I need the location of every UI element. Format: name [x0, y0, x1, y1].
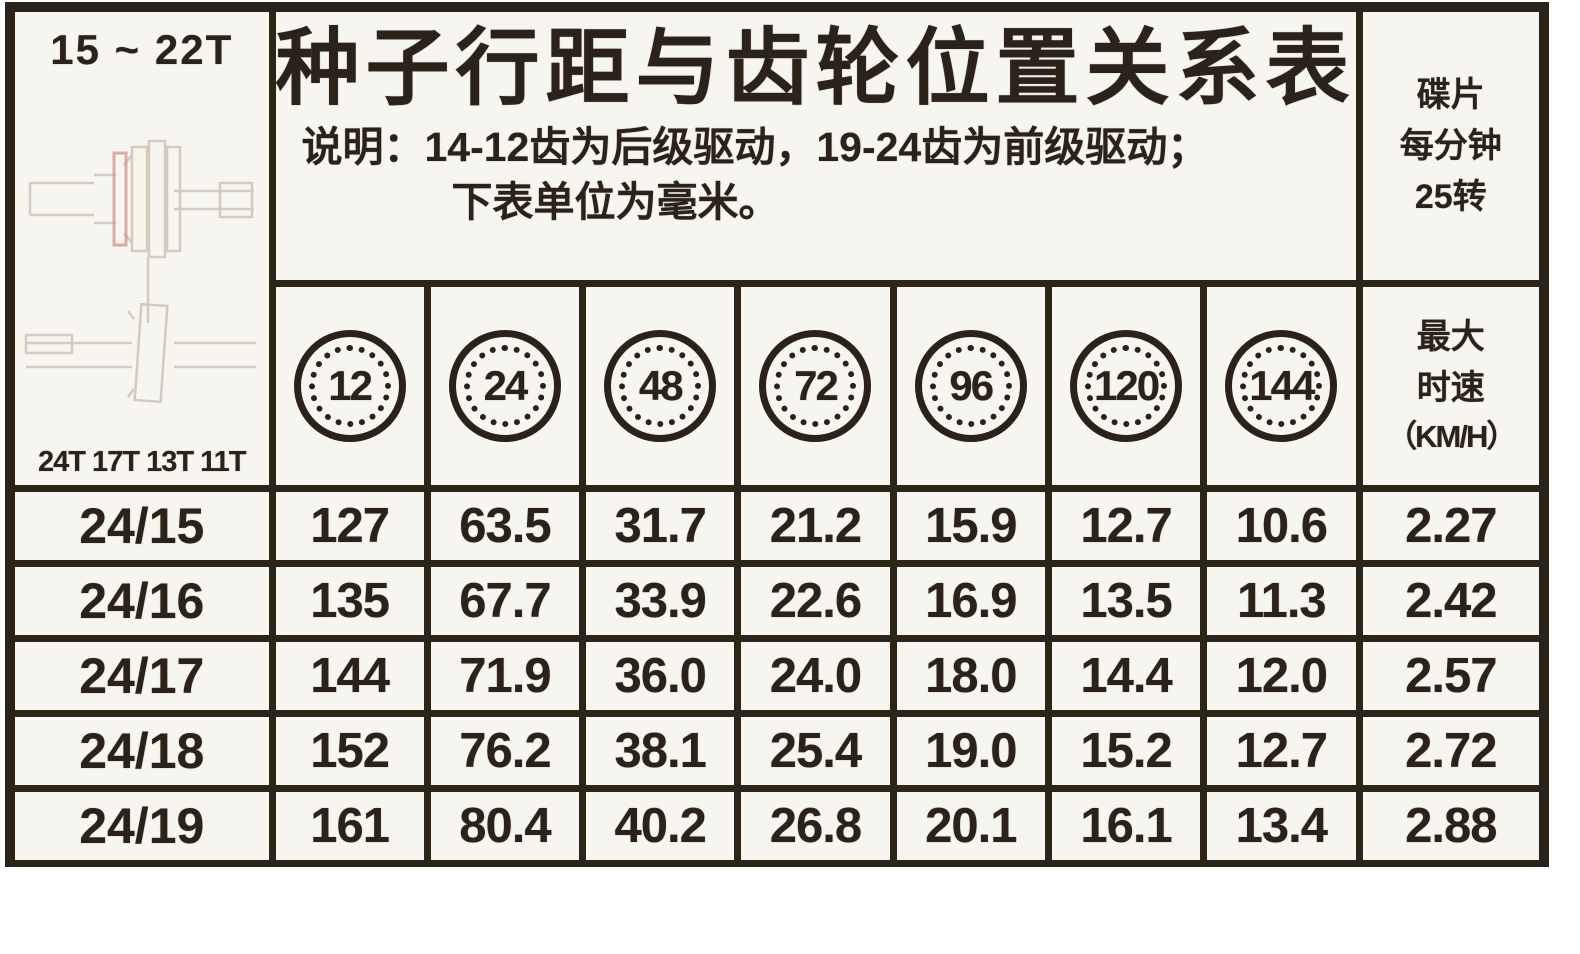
- spacing-value-cell: 15.2: [1044, 710, 1208, 792]
- table-row: 24/17 144 71.9 36.0 24.0 18.0 14.4 12.0 …: [6, 635, 1548, 717]
- title-cell: 种子行距与齿轮位置关系表 说明：14-12齿为后级驱动，19-24齿为前级驱动；…: [268, 3, 1363, 287]
- spacing-value-cell: 26.8: [734, 785, 897, 867]
- disc-header-cell: 48: [579, 280, 742, 492]
- spacing-value-cell: 22.6: [734, 560, 897, 642]
- spacing-value-cell: 16.1: [1044, 785, 1208, 867]
- spacing-value-cell: 11.3: [1200, 560, 1363, 642]
- gear-ratio-cell: 24/17: [6, 635, 276, 717]
- shaft-gears-label: 24T 17T 13T 11T: [38, 446, 246, 478]
- max-speed-cell: 2.57: [1355, 635, 1548, 717]
- note-line-2: 下表单位为毫米。: [451, 178, 780, 225]
- spacing-value-cell: 36.0: [579, 635, 742, 717]
- spacing-value-cell: 38.1: [579, 710, 742, 792]
- disc-hole-count: 72: [774, 345, 857, 427]
- plate-title: 种子行距与齿轮位置关系表: [275, 21, 1356, 115]
- disc-header-cell: 144: [1200, 280, 1363, 492]
- table-row: 24/16 135 67.7 33.9 22.6 16.9 13.5 11.3 …: [6, 560, 1548, 642]
- spacing-value-cell: 14.4: [1044, 635, 1208, 717]
- seed-disc-icon: 120: [1070, 330, 1183, 442]
- disc-header-cell: 120: [1044, 280, 1208, 492]
- gear-ratio-cell: 24/19: [6, 785, 276, 867]
- rpm-line-3: 25转: [1414, 177, 1487, 216]
- spacing-value-cell: 144: [268, 635, 431, 717]
- spacing-value-cell: 12.7: [1044, 485, 1208, 567]
- gear-range-cell: 15 ~ 22T: [6, 3, 276, 492]
- max-speed-cell: 2.27: [1355, 485, 1548, 567]
- seeder-spec-plate: 15 ~ 22T: [5, 2, 1550, 867]
- spacing-value-cell: 33.9: [579, 560, 742, 642]
- spacing-value-cell: 15.9: [889, 485, 1052, 567]
- rpm-line-2: 每分钟: [1399, 126, 1502, 165]
- spacing-value-cell: 20.1: [889, 785, 1052, 867]
- spacing-value-cell: 80.4: [423, 785, 587, 867]
- spacing-value-cell: 25.4: [734, 710, 897, 792]
- spacing-value-cell: 12.7: [1200, 710, 1363, 792]
- speed-header-line-3: （KM/H）: [1386, 418, 1517, 454]
- spacing-value-cell: 21.2: [734, 485, 897, 567]
- seed-disc-icon: 12: [293, 330, 406, 442]
- spacing-value-cell: 63.5: [423, 485, 587, 567]
- seed-disc-icon: 144: [1225, 330, 1338, 442]
- gear-ratio-cell: 24/18: [6, 710, 276, 792]
- gear-ratio-cell: 24/16: [6, 560, 276, 642]
- spacing-value-cell: 135: [268, 560, 431, 642]
- spacing-value-cell: 18.0: [889, 635, 1052, 717]
- disc-header-cell: 72: [734, 280, 897, 492]
- spacing-value-cell: 152: [268, 710, 431, 792]
- disc-hole-count: 120: [1085, 345, 1168, 427]
- disc-rpm-cell: 碟片 每分钟 25转: [1355, 3, 1548, 287]
- max-speed-cell: 2.42: [1355, 560, 1548, 642]
- gear-range-label: 15 ~ 22T: [50, 26, 234, 73]
- max-speed-header-cell: 最大 时速 （KM/H）: [1355, 280, 1548, 492]
- spacing-value-cell: 127: [268, 485, 431, 567]
- gear-position-table: 15 ~ 22T: [5, 2, 1550, 867]
- disc-header-cell: 12: [268, 280, 431, 492]
- disc-hole-count: 48: [619, 345, 702, 427]
- rpm-line-1: 碟片: [1416, 75, 1485, 114]
- disc-hole-count: 144: [1240, 345, 1323, 427]
- gear-train-diagram-icon: [24, 139, 256, 404]
- spacing-value-cell: 40.2: [579, 785, 742, 867]
- spacing-value-cell: 31.7: [579, 485, 742, 567]
- table-row: 24/19 161 80.4 40.2 26.8 20.1 16.1 13.4 …: [6, 785, 1548, 867]
- disc-hole-count: 24: [463, 345, 546, 427]
- note-line-1: 说明：14-12齿为后级驱动，19-24齿为前级驱动；: [301, 124, 1209, 171]
- spacing-value-cell: 71.9: [423, 635, 587, 717]
- gear-ratio-cell: 24/15: [6, 485, 276, 567]
- seed-disc-icon: 24: [448, 330, 561, 442]
- disc-hole-count: 96: [929, 345, 1012, 427]
- table-row: 24/18 152 76.2 38.1 25.4 19.0 15.2 12.7 …: [6, 710, 1548, 792]
- spacing-value-cell: 13.4: [1200, 785, 1363, 867]
- disc-header-cell: 96: [889, 280, 1052, 492]
- spacing-value-cell: 16.9: [889, 560, 1052, 642]
- spacing-value-cell: 13.5: [1044, 560, 1208, 642]
- max-speed-cell: 2.72: [1355, 710, 1548, 792]
- table-row: 24/15 127 63.5 31.7 21.2 15.9 12.7 10.6 …: [6, 485, 1548, 567]
- spacing-value-cell: 67.7: [423, 560, 587, 642]
- max-speed-cell: 2.88: [1355, 785, 1548, 867]
- spacing-value-cell: 24.0: [734, 635, 897, 717]
- spacing-value-cell: 161: [268, 785, 431, 867]
- disc-header-cell: 24: [423, 280, 587, 492]
- seed-disc-icon: 48: [604, 330, 717, 442]
- speed-header-line-1: 最大: [1416, 317, 1485, 356]
- disc-hole-count: 12: [308, 345, 391, 427]
- spacing-value-cell: 10.6: [1200, 485, 1363, 567]
- seed-disc-icon: 72: [759, 330, 872, 442]
- speed-header-line-2: 时速: [1416, 368, 1485, 407]
- spacing-value-cell: 76.2: [423, 710, 587, 792]
- spacing-value-cell: 12.0: [1200, 635, 1363, 717]
- plate-note: 说明：14-12齿为后级驱动，19-24齿为前级驱动； 下表单位为毫米。: [279, 114, 1352, 228]
- seed-disc-icon: 96: [914, 330, 1027, 442]
- spacing-value-cell: 19.0: [889, 710, 1052, 792]
